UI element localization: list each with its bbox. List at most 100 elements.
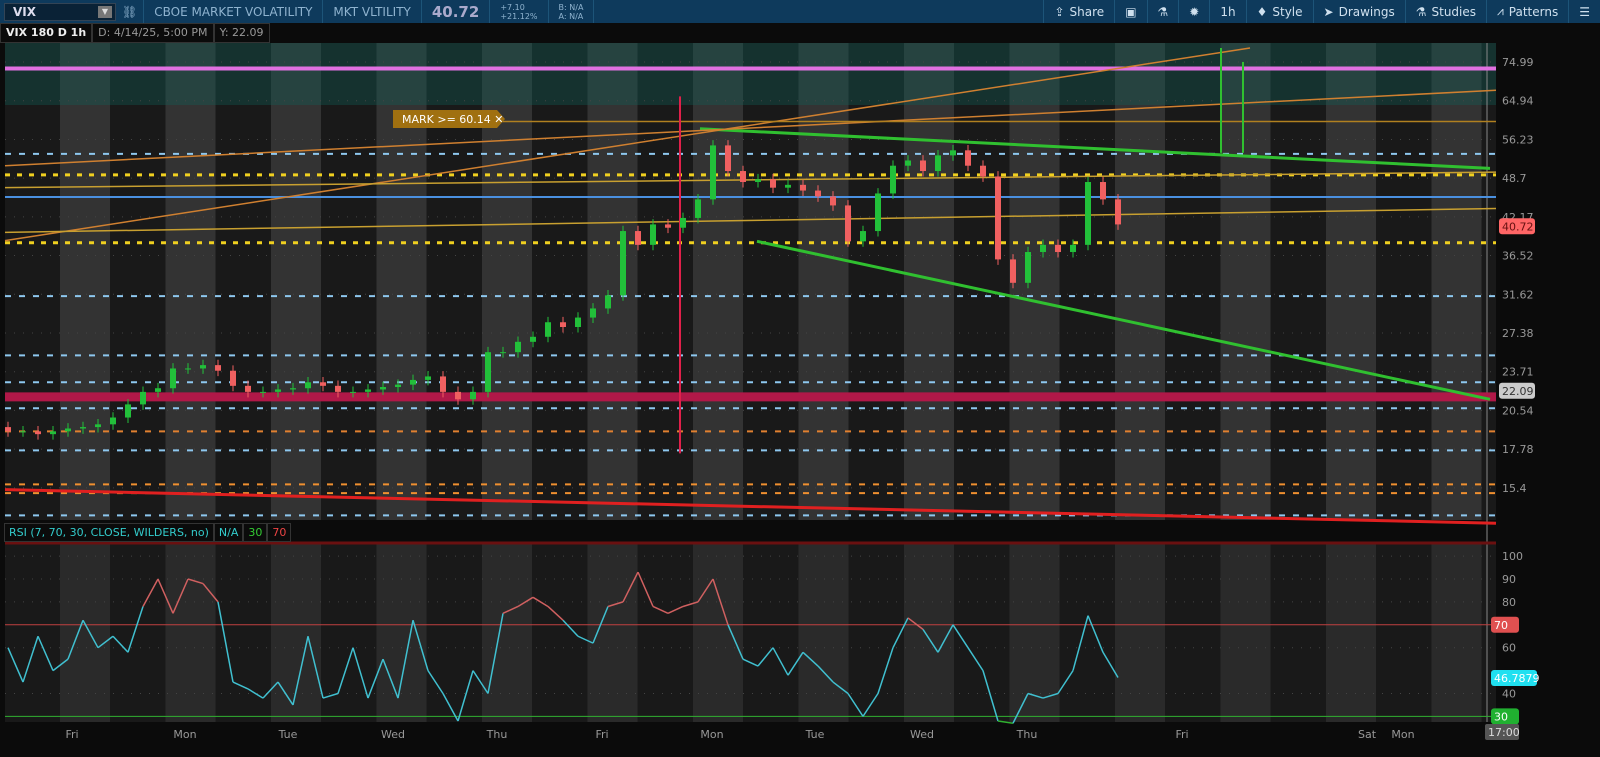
rsi-segment xyxy=(142,578,159,607)
toolbar-patterns[interactable]: ⩘ Patterns xyxy=(1486,0,1568,23)
candle xyxy=(665,224,671,228)
candle xyxy=(695,199,701,218)
time-label: 17:00 xyxy=(1488,726,1520,739)
candle xyxy=(560,322,566,328)
rsi-segment xyxy=(742,658,759,667)
rsi-segment xyxy=(1087,615,1104,653)
candle xyxy=(1115,199,1121,225)
session-band xyxy=(165,43,216,520)
toolbar-label: Drawings xyxy=(1338,4,1395,19)
x-tick-label: Tue xyxy=(805,728,825,741)
toolbar-drawings[interactable]: ➤ Drawings xyxy=(1312,0,1405,23)
rsi-title[interactable]: RSI (7, 70, 30, CLOSE, WILDERS, no) xyxy=(4,523,214,542)
candle xyxy=(470,391,476,400)
rsi-segment xyxy=(937,624,954,653)
top-bar: VIX ▼ ⛓ CBOE MARKET VOLATILITY MKT VLTILI… xyxy=(0,0,1600,23)
rsi-segment xyxy=(22,636,39,683)
rsi-segment xyxy=(997,720,1014,725)
rsi-segment xyxy=(172,578,189,614)
session-band xyxy=(693,543,743,722)
candle xyxy=(890,165,896,194)
rsi-segment xyxy=(262,681,279,699)
candle xyxy=(425,376,431,380)
cursor-icon: ➤ xyxy=(1323,4,1334,19)
rsi-segment xyxy=(472,670,489,694)
rsi-segment xyxy=(1042,692,1059,699)
candle xyxy=(740,171,746,183)
rsi-segment xyxy=(1012,693,1029,724)
chevron-down-icon[interactable]: ▼ xyxy=(98,5,112,18)
session-band xyxy=(798,543,849,722)
toolbar-label: Share xyxy=(1069,4,1105,19)
toolbar-label: Patterns xyxy=(1508,4,1559,19)
toolbar-flask-icon[interactable]: ⚗ xyxy=(1146,0,1179,23)
rsi-segment xyxy=(337,647,354,694)
rsi-segment xyxy=(1027,692,1044,699)
rsi-segment xyxy=(562,619,579,637)
rsi-tick-label: 60 xyxy=(1502,642,1516,655)
alert-label[interactable]: MARK >= 60.14 ✕ xyxy=(402,113,504,126)
session-band xyxy=(1220,43,1271,520)
toolbar-chart-settings-icon[interactable]: ▣ xyxy=(1114,0,1146,23)
session-band xyxy=(60,543,110,722)
rsi-segment xyxy=(127,606,144,653)
candle xyxy=(920,160,926,172)
symbol-selector[interactable]: VIX ▼ xyxy=(4,2,116,21)
rsi-segment xyxy=(217,601,234,683)
rsi-segment xyxy=(772,647,789,676)
candle xyxy=(350,391,356,393)
session-band xyxy=(1009,43,1060,520)
link-icon[interactable]: ⛓ xyxy=(116,0,145,23)
candle xyxy=(230,370,236,386)
x-tick-label: Fri xyxy=(65,728,78,741)
rsi-segment xyxy=(157,578,174,614)
session-band xyxy=(587,43,638,520)
y-tick-label: 36.52 xyxy=(1502,250,1534,263)
flask-icon: ⚗ xyxy=(1157,4,1169,19)
rsi-tick-label: 90 xyxy=(1502,573,1516,586)
candle xyxy=(260,391,266,393)
rsi-badge-label: 46.7879 xyxy=(1494,672,1540,685)
ask: A: N/A xyxy=(558,11,584,21)
candle xyxy=(860,231,866,242)
candle xyxy=(455,391,461,400)
menu-icon: ☰ xyxy=(1579,4,1590,19)
rsi-segment xyxy=(7,647,24,683)
trendline xyxy=(4,89,1497,167)
toolbar-studies[interactable]: ⚗ Studies xyxy=(1404,0,1486,23)
candle xyxy=(575,317,581,328)
session-band xyxy=(165,543,216,722)
session-band xyxy=(271,543,321,722)
chart-info: VIX 180 D 1h D: 4/14/25, 5:00 PM Y: 22.0… xyxy=(0,23,270,43)
chart-settings[interactable]: VIX 180 D 1h xyxy=(0,23,93,43)
x-tick-label: Wed xyxy=(381,728,405,741)
rsi-badge xyxy=(1491,669,1537,686)
trendline xyxy=(4,171,1497,189)
rsi-segment xyxy=(862,693,879,717)
candle xyxy=(335,385,341,392)
candle xyxy=(5,427,11,432)
rsi-badge-label: 70 xyxy=(1494,619,1508,632)
candle xyxy=(1010,259,1016,283)
toolbar-label: Studies xyxy=(1431,4,1477,19)
toolbar-share[interactable]: ⇪ Share xyxy=(1043,0,1114,23)
rsi-segment xyxy=(592,606,609,644)
candle xyxy=(980,165,986,177)
trendline xyxy=(4,488,1497,525)
bid: B: N/A xyxy=(558,2,584,12)
toolbar-menu-icon[interactable]: ☰ xyxy=(1568,0,1600,23)
toolbar-1h[interactable]: 1h xyxy=(1209,0,1245,23)
candle xyxy=(590,308,596,318)
candle xyxy=(1055,244,1061,253)
candle xyxy=(275,389,281,392)
rsi-segment xyxy=(622,571,639,603)
candle xyxy=(125,404,131,418)
session-band xyxy=(1326,43,1376,520)
toolbar-style[interactable]: ♦ Style xyxy=(1245,0,1313,23)
session-band xyxy=(376,543,427,722)
candle xyxy=(110,417,116,425)
candle xyxy=(155,388,161,392)
candle xyxy=(815,190,821,197)
toolbar-gear-icon[interactable]: ✹ xyxy=(1178,0,1209,23)
